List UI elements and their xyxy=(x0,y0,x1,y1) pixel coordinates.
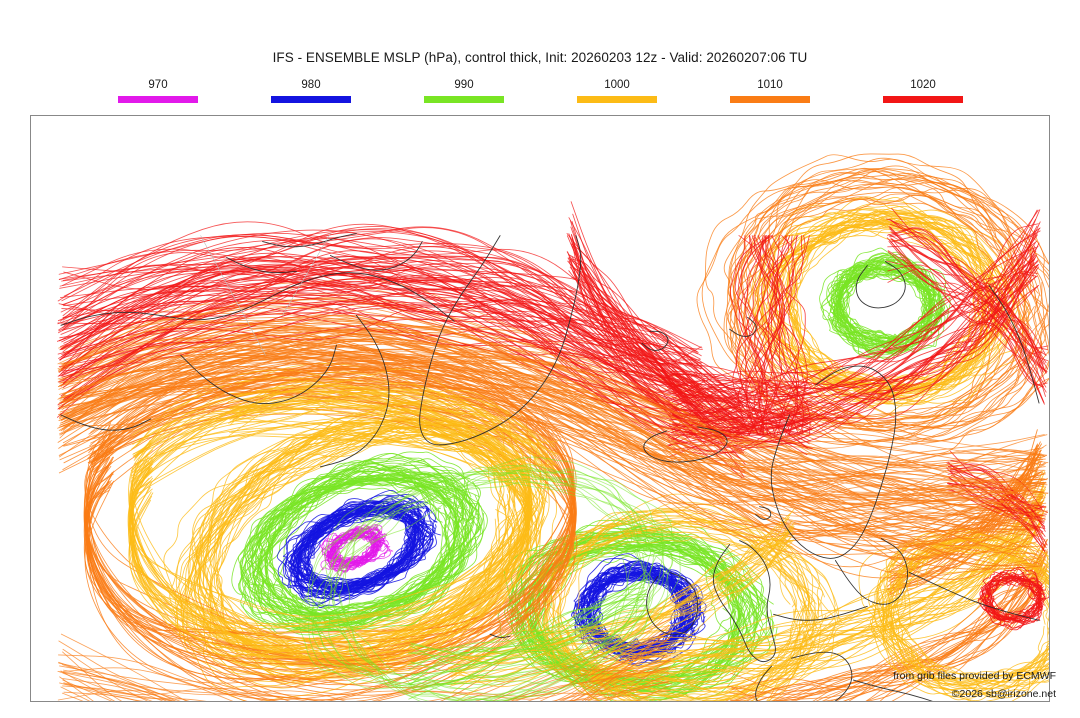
legend-label: 980 xyxy=(301,79,321,91)
legend-label: 1010 xyxy=(757,79,783,91)
contour-layer xyxy=(57,153,1049,701)
contour-legend: 970 980 990 1000 1010 1020 xyxy=(0,78,1080,110)
legend-item-990: 990 xyxy=(424,78,504,103)
legend-item-1010: 1010 xyxy=(730,78,810,103)
legend-color-swatch xyxy=(730,96,810,103)
legend-item-1000: 1000 xyxy=(577,78,657,103)
legend-color-swatch xyxy=(271,96,351,103)
map-plot-area[interactable] xyxy=(30,115,1050,702)
ensemble-contour-canvas xyxy=(57,153,1049,701)
legend-item-980: 980 xyxy=(271,78,351,103)
page-title: IFS - ENSEMBLE MSLP (hPa), control thick… xyxy=(272,50,808,65)
legend-label: 1020 xyxy=(910,79,936,91)
legend-label: 1000 xyxy=(604,79,630,91)
legend-color-swatch xyxy=(118,96,198,103)
legend-color-swatch xyxy=(883,96,963,103)
coastline-layer xyxy=(60,233,1040,701)
legend-label: 990 xyxy=(454,79,474,91)
legend-color-swatch xyxy=(424,96,504,103)
legend-item-1020: 1020 xyxy=(883,78,963,103)
legend-item-970: 970 xyxy=(118,78,198,103)
legend-label: 970 xyxy=(148,79,168,91)
legend-color-swatch xyxy=(577,96,657,103)
